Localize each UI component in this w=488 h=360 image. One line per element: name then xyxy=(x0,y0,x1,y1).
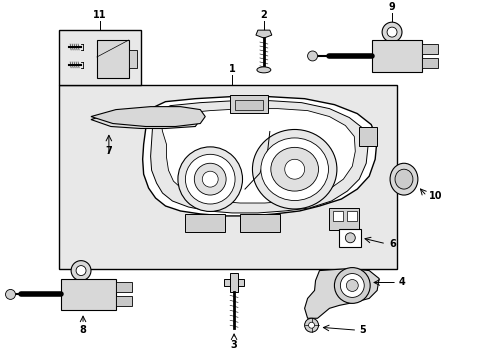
Bar xyxy=(421,58,437,68)
Circle shape xyxy=(5,289,16,300)
Circle shape xyxy=(334,267,369,303)
Text: 6: 6 xyxy=(388,239,395,249)
Bar xyxy=(59,30,141,85)
Bar xyxy=(97,40,128,78)
Text: 11: 11 xyxy=(93,10,106,20)
Ellipse shape xyxy=(185,154,235,204)
Text: 2: 2 xyxy=(260,10,267,20)
Ellipse shape xyxy=(194,163,225,195)
Bar xyxy=(128,50,137,68)
Text: 3: 3 xyxy=(230,340,237,350)
Circle shape xyxy=(307,51,317,61)
Bar xyxy=(359,126,376,147)
Circle shape xyxy=(71,261,91,280)
Bar xyxy=(116,283,131,292)
Text: 4: 4 xyxy=(398,278,405,288)
Bar xyxy=(346,211,357,221)
Ellipse shape xyxy=(178,147,242,211)
Ellipse shape xyxy=(270,147,318,191)
Bar xyxy=(329,208,359,230)
Text: 1: 1 xyxy=(228,64,235,74)
Circle shape xyxy=(308,322,314,328)
Text: 9: 9 xyxy=(388,2,395,12)
Bar xyxy=(59,85,396,269)
Text: 7: 7 xyxy=(105,146,112,156)
Circle shape xyxy=(381,22,401,42)
Text: 10: 10 xyxy=(428,191,442,201)
Polygon shape xyxy=(255,30,271,38)
Bar xyxy=(240,214,279,232)
Polygon shape xyxy=(91,112,200,129)
Circle shape xyxy=(76,266,86,275)
Polygon shape xyxy=(142,97,376,216)
Circle shape xyxy=(202,171,218,187)
Polygon shape xyxy=(91,107,205,126)
Bar xyxy=(185,214,224,232)
Polygon shape xyxy=(150,101,367,213)
Circle shape xyxy=(304,318,318,332)
Bar xyxy=(235,100,263,109)
Bar xyxy=(61,279,116,310)
Polygon shape xyxy=(160,109,355,203)
Bar xyxy=(116,296,131,306)
Polygon shape xyxy=(304,269,378,318)
Text: 8: 8 xyxy=(80,325,86,335)
Bar xyxy=(230,273,238,292)
Ellipse shape xyxy=(252,130,336,209)
Ellipse shape xyxy=(256,67,270,73)
Bar xyxy=(333,211,343,221)
Bar xyxy=(339,229,361,247)
Bar xyxy=(230,95,267,113)
Ellipse shape xyxy=(261,138,328,201)
Circle shape xyxy=(345,233,355,243)
Ellipse shape xyxy=(394,169,412,189)
Circle shape xyxy=(386,27,396,37)
Bar xyxy=(421,44,437,54)
Ellipse shape xyxy=(389,163,417,195)
Bar xyxy=(224,279,244,287)
Circle shape xyxy=(340,274,364,297)
Text: 5: 5 xyxy=(359,325,365,335)
Circle shape xyxy=(346,279,358,292)
Bar xyxy=(371,40,421,72)
Circle shape xyxy=(284,159,304,179)
